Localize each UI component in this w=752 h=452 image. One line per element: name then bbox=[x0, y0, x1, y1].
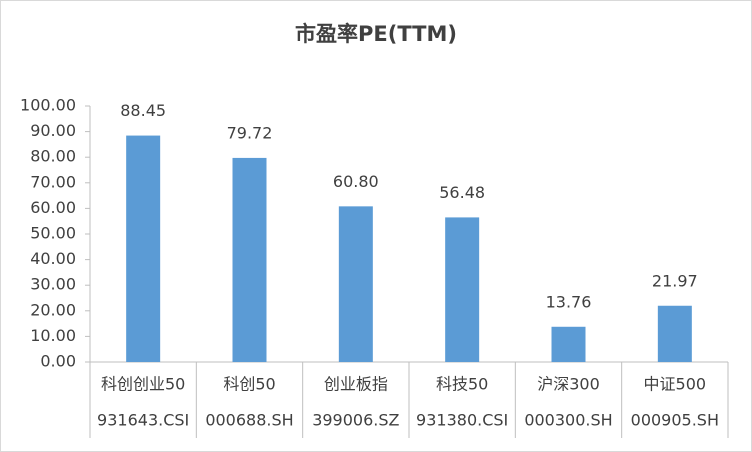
bar bbox=[551, 326, 586, 362]
y-tick-label: 0.00 bbox=[40, 352, 76, 371]
bar bbox=[445, 217, 480, 362]
y-tick-label: 80.00 bbox=[30, 147, 76, 166]
y-tick-label: 100.00 bbox=[20, 96, 76, 115]
y-tick-label: 30.00 bbox=[30, 275, 76, 294]
value-label: 79.72 bbox=[227, 123, 273, 142]
x-tick-label: 科创创业50 bbox=[101, 375, 185, 394]
y-tick-label: 40.00 bbox=[30, 249, 76, 268]
value-label: 56.48 bbox=[439, 183, 485, 202]
chart-title: 市盈率PE(TTM) bbox=[295, 22, 457, 46]
bar bbox=[126, 135, 161, 362]
value-label: 60.80 bbox=[333, 172, 379, 191]
bar bbox=[232, 157, 267, 362]
y-tick-label: 90.00 bbox=[30, 121, 76, 140]
x-tick-code: 399006.SZ bbox=[312, 411, 399, 430]
value-label: 13.76 bbox=[546, 292, 592, 311]
x-tick-label: 中证500 bbox=[644, 375, 707, 394]
x-tick-code: 931380.CSI bbox=[416, 411, 508, 430]
value-label: 21.97 bbox=[652, 271, 698, 290]
x-tick-label: 创业板指 bbox=[324, 375, 388, 394]
y-tick-label: 70.00 bbox=[30, 172, 76, 191]
y-tick-label: 20.00 bbox=[30, 300, 76, 319]
bar bbox=[657, 305, 692, 362]
y-tick-label: 10.00 bbox=[30, 326, 76, 345]
x-tick-label: 沪深300 bbox=[537, 375, 600, 394]
y-tick-label: 60.00 bbox=[30, 198, 76, 217]
x-tick-code: 000688.SH bbox=[205, 411, 293, 430]
x-tick-label: 科技50 bbox=[436, 375, 488, 394]
x-tick-code: 000905.SH bbox=[631, 411, 719, 430]
x-tick-label: 科创50 bbox=[223, 375, 275, 394]
y-tick-label: 50.00 bbox=[30, 224, 76, 243]
x-tick-code: 931643.CSI bbox=[97, 411, 189, 430]
bar bbox=[338, 206, 373, 362]
x-tick-code: 000300.SH bbox=[524, 411, 612, 430]
value-label: 88.45 bbox=[120, 101, 166, 120]
